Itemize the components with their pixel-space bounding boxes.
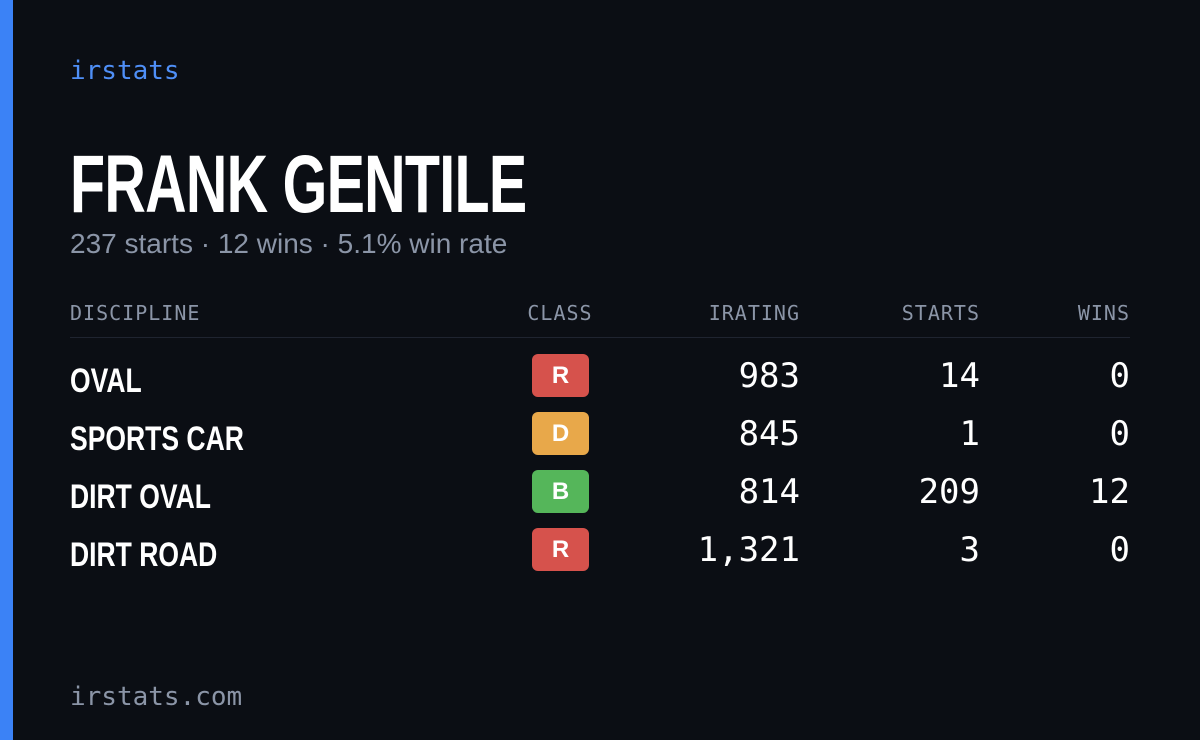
stat-starts: 14 bbox=[939, 356, 980, 396]
stat-irating: 983 bbox=[738, 356, 800, 396]
stat-starts: 3 bbox=[959, 530, 980, 570]
stat-wins: 12 bbox=[1089, 472, 1130, 512]
stat-wins: 0 bbox=[1109, 530, 1130, 570]
stat-irating: 845 bbox=[738, 414, 800, 454]
discipline: DIRT ROAD bbox=[70, 536, 218, 574]
column-header: CLASS bbox=[527, 301, 593, 325]
stat-irating: 1,321 bbox=[697, 530, 800, 570]
stat-starts: 1 bbox=[959, 414, 980, 454]
discipline: OVAL bbox=[70, 362, 142, 400]
divider bbox=[70, 337, 1130, 338]
column-header: IRATING bbox=[708, 301, 800, 325]
driver-name: FRANK GENTILE bbox=[70, 139, 527, 230]
stat-starts: 209 bbox=[918, 472, 980, 512]
class-badge: R bbox=[532, 354, 589, 397]
summary: 237 starts · 12 wins · 5.1% win rate bbox=[70, 228, 508, 259]
class-badge: D bbox=[532, 412, 589, 455]
accent-bar bbox=[0, 0, 13, 740]
stat-wins: 0 bbox=[1109, 414, 1130, 454]
brand: irstats bbox=[70, 56, 180, 86]
discipline: SPORTS CAR bbox=[70, 420, 244, 458]
class-badge: R bbox=[532, 528, 589, 571]
column-header: WINS bbox=[1077, 301, 1130, 325]
stat-irating: 814 bbox=[738, 472, 800, 512]
class-badge: B bbox=[532, 470, 589, 513]
column-header: DISCIPLINE bbox=[70, 301, 201, 325]
footer: irstats.com bbox=[70, 682, 243, 712]
discipline: DIRT OVAL bbox=[70, 478, 211, 516]
stat-wins: 0 bbox=[1109, 356, 1130, 396]
column-header: STARTS bbox=[901, 301, 980, 325]
